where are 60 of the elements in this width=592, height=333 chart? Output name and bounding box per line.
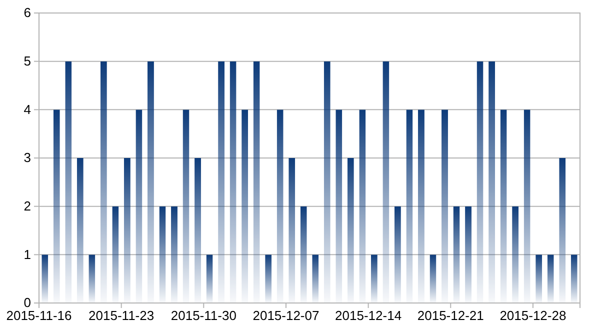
bar [65, 61, 72, 303]
bar [147, 61, 154, 303]
bar [488, 61, 496, 303]
bar [288, 158, 296, 303]
x-tick-label: 2015-11-30 [170, 308, 236, 324]
y-tick-label: 4 [24, 102, 31, 117]
bar [547, 254, 554, 303]
x-tick-label: 2015-12-07 [252, 308, 320, 324]
y-tick-label: 3 [24, 150, 31, 166]
bar [88, 254, 96, 303]
bar [100, 61, 107, 303]
bar [512, 206, 519, 303]
bar [453, 206, 460, 303]
bar [76, 158, 84, 303]
bar [394, 206, 401, 303]
bar [136, 110, 142, 303]
bar [406, 110, 413, 303]
bar [53, 110, 60, 303]
bar [112, 206, 119, 303]
bar [218, 61, 225, 303]
bar [194, 158, 202, 303]
bar [465, 206, 472, 303]
bar [300, 206, 307, 303]
bar [442, 110, 448, 303]
bar [230, 61, 236, 303]
bar [182, 110, 190, 303]
bar [559, 158, 566, 303]
bar [370, 254, 378, 303]
bar [253, 61, 260, 303]
bar [312, 254, 319, 303]
x-tick-label: 2015-12-21 [417, 308, 484, 324]
bar [159, 206, 166, 303]
bar [276, 110, 284, 303]
bar [418, 110, 424, 303]
x-tick-label: 2015-12-28 [500, 308, 566, 324]
bar [382, 61, 390, 303]
x-tick-label: 2015-11-16 [6, 308, 72, 324]
y-tick-label: 0 [24, 295, 31, 310]
bar [42, 254, 48, 303]
bar [359, 110, 366, 303]
x-tick-label: 2015-12-14 [335, 308, 402, 324]
x-tick-label: 2015-11-23 [88, 308, 154, 324]
bar [536, 254, 542, 303]
bar [524, 110, 530, 303]
y-tick-label: 6 [24, 5, 31, 20]
y-tick-label: 1 [24, 246, 31, 262]
bar [242, 110, 248, 303]
bar [570, 254, 578, 303]
bar [124, 158, 130, 303]
y-tick-label: 5 [24, 53, 31, 68]
bar [500, 110, 507, 303]
bar [206, 254, 213, 303]
y-tick-label: 2 [24, 198, 31, 214]
bar [324, 61, 330, 303]
bar [430, 254, 436, 303]
bar [171, 206, 178, 303]
bar [347, 158, 354, 303]
bar [336, 110, 342, 303]
bar [476, 61, 484, 303]
bar [265, 254, 272, 303]
